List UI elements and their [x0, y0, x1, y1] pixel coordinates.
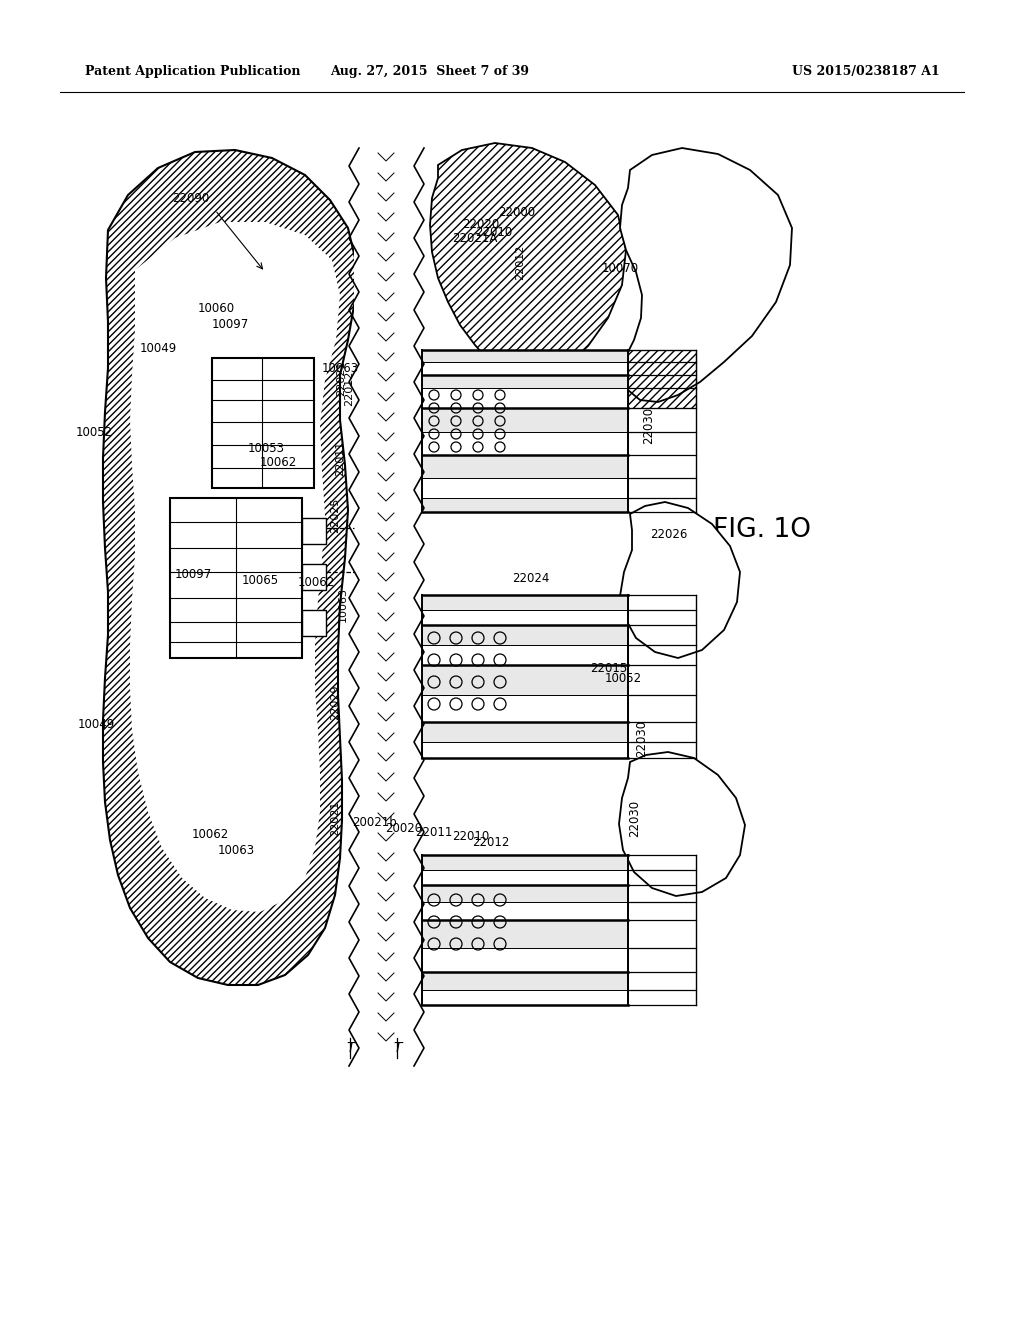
Text: 10063: 10063: [322, 362, 359, 375]
Polygon shape: [430, 143, 626, 381]
Bar: [422, 696, 628, 722]
Text: 10053: 10053: [248, 441, 285, 454]
Bar: [302, 564, 326, 590]
Text: 22011: 22011: [415, 825, 453, 838]
Text: 10065: 10065: [242, 573, 280, 586]
Text: 10052: 10052: [605, 672, 642, 685]
Bar: [422, 624, 628, 645]
Bar: [422, 455, 628, 478]
Bar: [422, 498, 628, 512]
Text: 10049: 10049: [78, 718, 116, 731]
Text: 22010: 22010: [452, 829, 489, 842]
Bar: [302, 610, 326, 636]
Polygon shape: [130, 222, 340, 912]
Text: 20020: 20020: [385, 821, 422, 834]
Bar: [422, 902, 628, 920]
Text: 20021b: 20021b: [352, 816, 396, 829]
Bar: [628, 350, 696, 408]
Bar: [422, 884, 628, 902]
Text: Patent Application Publication: Patent Application Publication: [85, 66, 300, 78]
Text: 10097: 10097: [175, 569, 212, 582]
Text: 22030: 22030: [642, 407, 655, 444]
Text: 22000: 22000: [498, 206, 536, 219]
Text: FIG. 1O: FIG. 1O: [713, 517, 811, 543]
Text: 22010: 22010: [475, 226, 512, 239]
Text: 10060: 10060: [198, 301, 236, 314]
Text: T: T: [394, 1041, 402, 1055]
Text: 10052: 10052: [76, 425, 113, 438]
Text: 10062: 10062: [260, 455, 297, 469]
Text: Aug. 27, 2015  Sheet 7 of 39: Aug. 27, 2015 Sheet 7 of 39: [331, 66, 529, 78]
Text: T: T: [347, 1041, 355, 1055]
Text: 10097: 10097: [212, 318, 249, 331]
Text: 22030: 22030: [635, 719, 648, 756]
Bar: [422, 595, 628, 610]
Bar: [628, 350, 696, 408]
Bar: [170, 498, 302, 657]
Text: 22021A: 22021A: [452, 231, 498, 244]
Bar: [422, 388, 628, 408]
Bar: [422, 665, 628, 696]
Bar: [422, 432, 628, 455]
Text: 10049: 10049: [140, 342, 177, 355]
Bar: [422, 972, 628, 990]
Bar: [422, 610, 628, 624]
Bar: [422, 722, 628, 742]
Text: 10063: 10063: [218, 843, 255, 857]
Text: 22024: 22024: [512, 572, 549, 585]
Text: 22012: 22012: [472, 836, 509, 849]
Bar: [354, 148, 422, 1059]
Bar: [422, 645, 628, 665]
Bar: [302, 517, 326, 544]
Text: 22026: 22026: [650, 528, 687, 541]
Text: 22020: 22020: [462, 219, 500, 231]
Text: 22012: 22012: [344, 371, 354, 405]
Bar: [422, 870, 628, 884]
Text: 22030: 22030: [628, 800, 641, 837]
Text: 22029: 22029: [330, 684, 340, 719]
Bar: [422, 855, 628, 870]
Bar: [422, 920, 628, 948]
Text: 22021: 22021: [330, 800, 340, 836]
Bar: [422, 742, 628, 758]
Text: 10062: 10062: [193, 829, 229, 842]
Bar: [422, 478, 628, 498]
Text: 10063: 10063: [338, 587, 348, 623]
Bar: [422, 375, 628, 388]
Text: 10070: 10070: [602, 261, 639, 275]
Polygon shape: [103, 150, 355, 985]
Bar: [422, 362, 628, 375]
Bar: [422, 948, 628, 972]
Text: 22015: 22015: [590, 661, 628, 675]
Bar: [422, 990, 628, 1005]
Polygon shape: [618, 752, 745, 896]
Text: US 2015/0238187 A1: US 2015/0238187 A1: [793, 66, 940, 78]
Bar: [422, 350, 628, 362]
Text: 22012: 22012: [515, 244, 525, 280]
Polygon shape: [620, 148, 792, 403]
Text: 22011: 22011: [335, 441, 345, 475]
Bar: [422, 408, 628, 432]
Polygon shape: [620, 502, 740, 657]
Text: 22021: 22021: [336, 360, 346, 396]
Text: 22025: 22025: [330, 498, 340, 533]
Text: 22090: 22090: [172, 191, 209, 205]
Bar: [212, 358, 314, 488]
Text: 10062: 10062: [298, 576, 335, 589]
